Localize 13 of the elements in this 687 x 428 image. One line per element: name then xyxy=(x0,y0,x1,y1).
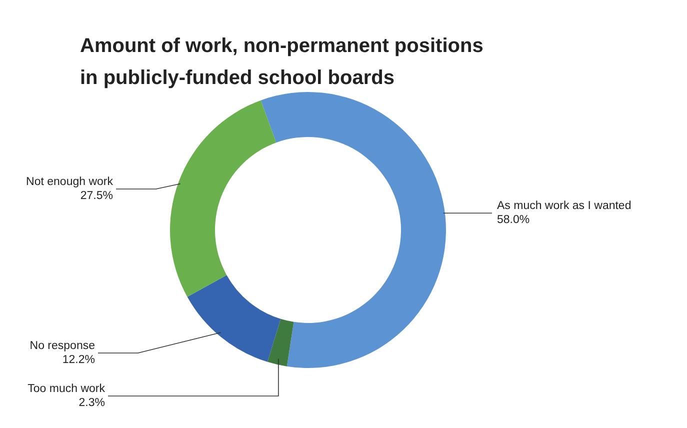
donut-slice xyxy=(267,318,294,366)
slice-label: Too much work xyxy=(28,383,106,395)
slice-label: Not enough work xyxy=(26,176,114,188)
slice-label: As much work as I wanted xyxy=(497,200,632,212)
data-label: 27.5% xyxy=(80,190,113,202)
donut-slice xyxy=(260,92,446,368)
chart-title: Amount of work, non-permanent positions in publicly-funded school boards xyxy=(80,35,484,89)
data-label: 12.2% xyxy=(62,354,95,366)
donut-slice xyxy=(187,275,281,362)
donut-slice xyxy=(170,100,276,297)
data-label: 2.3% xyxy=(78,397,105,409)
data-label: 58.0% xyxy=(497,214,530,226)
slice-label: No response xyxy=(30,340,95,352)
